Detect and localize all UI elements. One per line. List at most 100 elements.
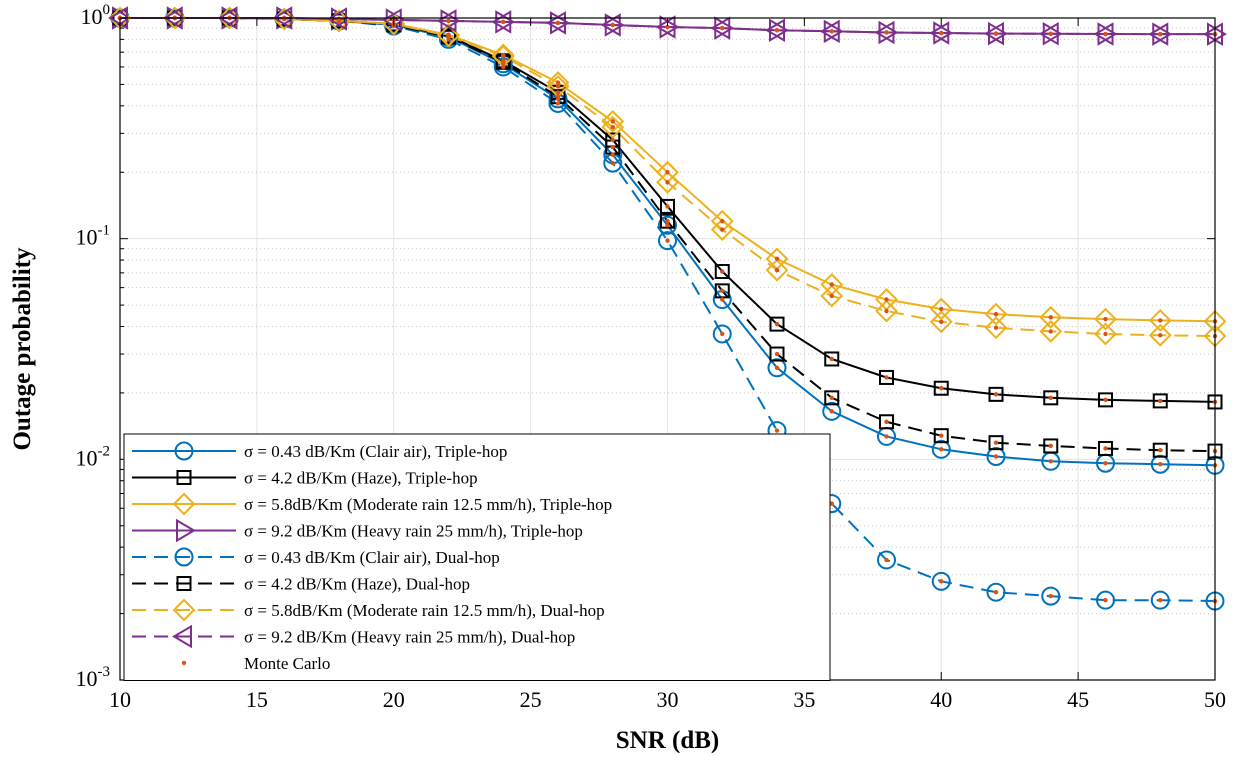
series-4-marker bbox=[988, 21, 1008, 46]
monte-carlo-point bbox=[884, 434, 889, 439]
series-4-marker bbox=[1207, 22, 1227, 46]
legend-label: σ = 5.8dB/Km (Moderate rain 12.5 mm/h), … bbox=[244, 495, 612, 514]
monte-carlo-point bbox=[829, 29, 834, 34]
monte-carlo-point bbox=[665, 218, 670, 224]
series-7-marker bbox=[820, 284, 844, 308]
x-tick-label: 45 bbox=[1067, 687, 1089, 712]
monte-carlo-point bbox=[1103, 597, 1108, 603]
monte-carlo-point bbox=[993, 325, 999, 330]
series-7-marker bbox=[1039, 319, 1063, 343]
series-4-marker bbox=[1042, 22, 1063, 46]
series-5-marker bbox=[986, 582, 1006, 602]
legend-label: σ = 5.8dB/Km (Moderate rain 12.5 mm/h), … bbox=[244, 601, 605, 620]
monte-carlo-point bbox=[1158, 333, 1163, 338]
monte-carlo-point bbox=[829, 501, 834, 506]
monte-carlo-point bbox=[720, 331, 725, 337]
series-8-marker bbox=[1148, 22, 1169, 46]
legend-marker bbox=[176, 576, 192, 591]
series-6-marker bbox=[824, 390, 840, 406]
x-tick-label: 25 bbox=[520, 687, 542, 712]
monte-carlo-point bbox=[610, 160, 615, 166]
monte-carlo-point bbox=[555, 94, 561, 99]
series-2-marker bbox=[824, 351, 840, 367]
series-6-marker bbox=[1043, 438, 1059, 454]
legend-label: σ = 4.2 dB/Km (Haze), Triple-hop bbox=[244, 469, 478, 488]
monte-carlo-point bbox=[993, 589, 999, 595]
monte-carlo-point bbox=[446, 33, 451, 39]
series-2-marker bbox=[988, 386, 1004, 402]
x-axis-title: SNR (dB) bbox=[616, 727, 720, 754]
monte-carlo-point bbox=[829, 282, 834, 287]
monte-carlo-point bbox=[1048, 443, 1053, 449]
series-8-marker bbox=[710, 16, 731, 40]
monte-carlo-point bbox=[1048, 329, 1053, 334]
monte-carlo-point bbox=[774, 28, 780, 33]
legend-label: σ = 9.2 dB/Km (Heavy rain 25 mm/h), Dual… bbox=[244, 628, 575, 647]
series-6-marker bbox=[441, 29, 456, 45]
series-8-marker bbox=[327, 7, 347, 31]
series-4-marker bbox=[769, 18, 789, 42]
series-1-marker bbox=[822, 401, 842, 421]
series-8-marker bbox=[491, 10, 512, 34]
series-5-marker bbox=[1096, 590, 1115, 610]
series-8-marker bbox=[436, 9, 457, 33]
monte-carlo-point bbox=[939, 447, 944, 452]
monte-carlo-point bbox=[665, 238, 670, 243]
series-4-marker bbox=[933, 21, 954, 45]
monte-carlo-point bbox=[1048, 31, 1053, 37]
series-5-marker bbox=[931, 571, 951, 591]
y-tick-label: 10-2 bbox=[76, 443, 111, 470]
series-1-marker bbox=[658, 215, 677, 235]
series-3-marker bbox=[1039, 305, 1063, 329]
legend-marker bbox=[176, 518, 196, 543]
monte-carlo-point bbox=[555, 80, 561, 85]
series-2-marker bbox=[1098, 392, 1113, 408]
legend: σ = 0.43 dB/Km (Clair air), Triple-hop σ … bbox=[123, 433, 831, 681]
series-7-marker bbox=[1094, 322, 1117, 346]
monte-carlo-point bbox=[993, 440, 999, 445]
series-7-marker bbox=[437, 24, 460, 48]
series-7-marker bbox=[601, 115, 625, 139]
monte-carlo-point bbox=[774, 256, 780, 262]
monte-carlo-point bbox=[1158, 597, 1163, 603]
monte-carlo-point bbox=[1103, 331, 1108, 337]
monte-carlo-point bbox=[501, 64, 506, 70]
x-tick-label: 10 bbox=[109, 687, 131, 712]
legend-label: Monte Carlo bbox=[244, 654, 330, 673]
x-tick-label: 35 bbox=[793, 687, 815, 712]
legend-marker bbox=[174, 547, 194, 567]
monte-carlo-point bbox=[884, 557, 889, 563]
series-4-marker bbox=[878, 20, 899, 45]
monte-carlo-point bbox=[829, 293, 834, 299]
x-tick-label: 30 bbox=[657, 687, 679, 712]
legend-label: σ = 0.43 dB/Km (Clair air), Triple-hop bbox=[244, 442, 507, 461]
monte-carlo-point bbox=[884, 308, 889, 314]
series-5-marker bbox=[1041, 586, 1061, 606]
series-3-marker bbox=[1094, 307, 1117, 331]
monte-carlo-point bbox=[720, 297, 725, 302]
y-tick-label: 10-3 bbox=[76, 664, 111, 691]
monte-carlo-point bbox=[774, 267, 780, 273]
series-2-marker bbox=[879, 369, 894, 385]
monte-carlo-point bbox=[993, 311, 999, 317]
monte-carlo-point bbox=[829, 356, 834, 362]
series-4-marker bbox=[714, 16, 735, 40]
series-8-marker bbox=[984, 21, 1004, 46]
series-8-marker bbox=[1203, 22, 1223, 46]
monte-carlo-point bbox=[1103, 397, 1108, 403]
legend-box bbox=[123, 433, 831, 681]
monte-carlo-point bbox=[1103, 31, 1108, 37]
x-tick-label: 20 bbox=[383, 687, 405, 712]
series-7-marker bbox=[1148, 323, 1172, 347]
legend-marker bbox=[172, 598, 196, 622]
monte-carlo-point bbox=[939, 30, 944, 36]
series-6-marker bbox=[933, 428, 949, 444]
monte-carlo-point bbox=[1048, 593, 1053, 599]
monte-carlo-point bbox=[720, 218, 725, 224]
legend-marker bbox=[181, 660, 187, 666]
monte-carlo-point bbox=[1158, 398, 1163, 404]
series-7-marker bbox=[656, 170, 679, 194]
series-5-marker bbox=[658, 231, 677, 251]
monte-carlo-point bbox=[993, 31, 999, 36]
